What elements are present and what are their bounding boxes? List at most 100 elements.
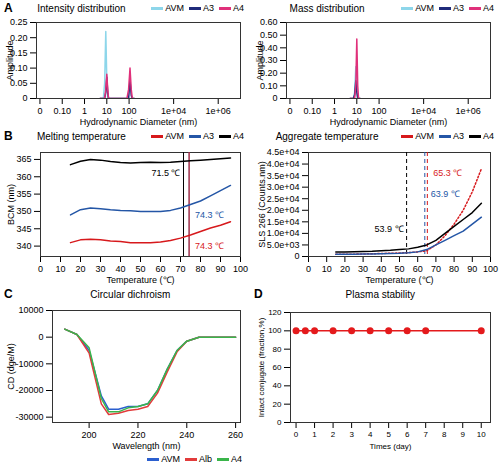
svg-text:10: 10 <box>102 106 112 116</box>
svg-text:0.10: 0.10 <box>53 106 71 116</box>
svg-text:CD (dge/M): CD (dge/M) <box>6 343 16 390</box>
svg-text:0: 0 <box>272 93 277 103</box>
svg-text:0.10: 0.10 <box>260 81 278 91</box>
svg-text:220: 220 <box>130 430 145 440</box>
svg-text:10000: 10000 <box>18 305 43 315</box>
svg-text:Intact conjugate (fraction,%): Intact conjugate (fraction,%) <box>257 317 266 417</box>
svg-text:100: 100 <box>122 106 137 116</box>
svg-text:240: 240 <box>179 430 194 440</box>
svg-text:40: 40 <box>376 264 386 274</box>
svg-text:Hydrodynamic Diameter (nm): Hydrodynamic Diameter (nm) <box>80 117 198 127</box>
svg-text:200: 200 <box>82 430 97 440</box>
svg-text:0: 0 <box>306 264 311 274</box>
svg-text:10: 10 <box>352 106 362 116</box>
svg-text:Wavelength (nm): Wavelength (nm) <box>112 441 180 451</box>
svg-text:10: 10 <box>477 430 486 439</box>
svg-text:3.0e+04: 3.0e+04 <box>267 182 300 192</box>
svg-text:74.3 ℃: 74.3 ℃ <box>195 241 224 251</box>
svg-text:100: 100 <box>483 264 498 274</box>
svg-text:1.0e+04: 1.0e+04 <box>267 228 300 238</box>
svg-text:0: 0 <box>38 332 43 342</box>
svg-text:0: 0 <box>22 93 27 103</box>
svg-text:4.5e+04: 4.5e+04 <box>267 147 300 157</box>
svg-text:-20000: -20000 <box>15 385 43 395</box>
svg-text:5: 5 <box>386 430 391 439</box>
svg-text:340: 340 <box>16 241 31 251</box>
svg-text:0.25: 0.25 <box>10 17 28 27</box>
svg-text:90: 90 <box>467 264 477 274</box>
svg-text:0.60: 0.60 <box>260 17 278 27</box>
svg-text:0: 0 <box>38 264 43 274</box>
svg-text:10: 10 <box>55 264 65 274</box>
svg-text:1e+04: 1e+04 <box>161 106 186 116</box>
svg-text:0: 0 <box>277 418 282 427</box>
svg-text:50: 50 <box>135 264 145 274</box>
svg-text:350: 350 <box>16 206 31 216</box>
svg-text:30: 30 <box>95 264 105 274</box>
svg-text:1: 1 <box>332 106 337 116</box>
svg-text:70: 70 <box>175 264 185 274</box>
svg-text:365: 365 <box>16 154 31 164</box>
svg-text:60: 60 <box>273 363 282 372</box>
svg-text:3.5e+04: 3.5e+04 <box>267 170 300 180</box>
svg-text:0.10: 0.10 <box>303 106 321 116</box>
svg-text:30: 30 <box>358 264 368 274</box>
svg-text:74.3 ℃: 74.3 ℃ <box>195 210 224 220</box>
svg-text:70: 70 <box>431 264 441 274</box>
svg-text:Amplitude: Amplitude <box>5 40 15 80</box>
svg-text:2.0e+04: 2.0e+04 <box>267 205 300 215</box>
svg-text:-30000: -30000 <box>15 412 43 422</box>
svg-text:1: 1 <box>82 106 87 116</box>
svg-text:100: 100 <box>233 264 248 274</box>
svg-text:2: 2 <box>331 430 336 439</box>
svg-text:80: 80 <box>449 264 459 274</box>
svg-text:Times (day): Times (day) <box>370 442 412 451</box>
svg-text:80: 80 <box>273 345 282 354</box>
svg-text:40: 40 <box>115 264 125 274</box>
svg-text:0: 0 <box>294 251 299 261</box>
svg-text:100: 100 <box>372 106 387 116</box>
svg-text:40: 40 <box>273 381 282 390</box>
svg-text:355: 355 <box>16 189 31 199</box>
svg-text:90: 90 <box>215 264 225 274</box>
svg-text:65.3 ℃: 65.3 ℃ <box>433 168 462 178</box>
svg-text:5.0e+03: 5.0e+03 <box>267 240 300 250</box>
svg-text:0: 0 <box>294 430 299 439</box>
svg-text:100: 100 <box>268 326 282 335</box>
svg-text:80: 80 <box>195 264 205 274</box>
svg-text:360: 360 <box>16 172 31 182</box>
svg-text:1e+06: 1e+06 <box>456 106 481 116</box>
svg-text:6: 6 <box>405 430 410 439</box>
svg-text:1e+04: 1e+04 <box>411 106 436 116</box>
svg-text:7: 7 <box>423 430 428 439</box>
svg-text:4.0e+04: 4.0e+04 <box>267 159 300 169</box>
svg-text:345: 345 <box>16 224 31 234</box>
svg-text:9: 9 <box>460 430 465 439</box>
svg-text:8: 8 <box>442 430 447 439</box>
svg-text:53.9 ℃: 53.9 ℃ <box>375 224 404 234</box>
svg-text:20: 20 <box>75 264 85 274</box>
svg-text:2.5e+04: 2.5e+04 <box>267 194 300 204</box>
svg-text:Hydrodynamic Diameter (nm): Hydrodynamic Diameter (nm) <box>330 117 448 127</box>
svg-text:60: 60 <box>155 264 165 274</box>
svg-text:0: 0 <box>287 106 292 116</box>
svg-text:Temperature (℃): Temperature (℃) <box>365 275 433 285</box>
svg-text:120: 120 <box>268 308 282 317</box>
svg-text:3: 3 <box>349 430 354 439</box>
svg-text:20: 20 <box>340 264 350 274</box>
svg-text:63.9 ℃: 63.9 ℃ <box>431 189 460 199</box>
svg-text:-10000: -10000 <box>15 359 43 369</box>
svg-text:4: 4 <box>368 430 373 439</box>
svg-text:260: 260 <box>228 430 243 440</box>
svg-text:50: 50 <box>394 264 404 274</box>
svg-text:1: 1 <box>312 430 317 439</box>
svg-text:20: 20 <box>273 400 282 409</box>
svg-text:Temperature (℃): Temperature (℃) <box>106 275 174 285</box>
svg-text:SLS 266 (Counts.nm): SLS 266 (Counts.nm) <box>257 161 267 248</box>
svg-text:1e+06: 1e+06 <box>206 106 231 116</box>
svg-text:60: 60 <box>413 264 423 274</box>
svg-text:0: 0 <box>37 106 42 116</box>
svg-text:Amplitude: Amplitude <box>255 40 265 80</box>
svg-text:BCM (nm): BCM (nm) <box>6 184 16 225</box>
svg-text:0.50: 0.50 <box>260 30 278 40</box>
